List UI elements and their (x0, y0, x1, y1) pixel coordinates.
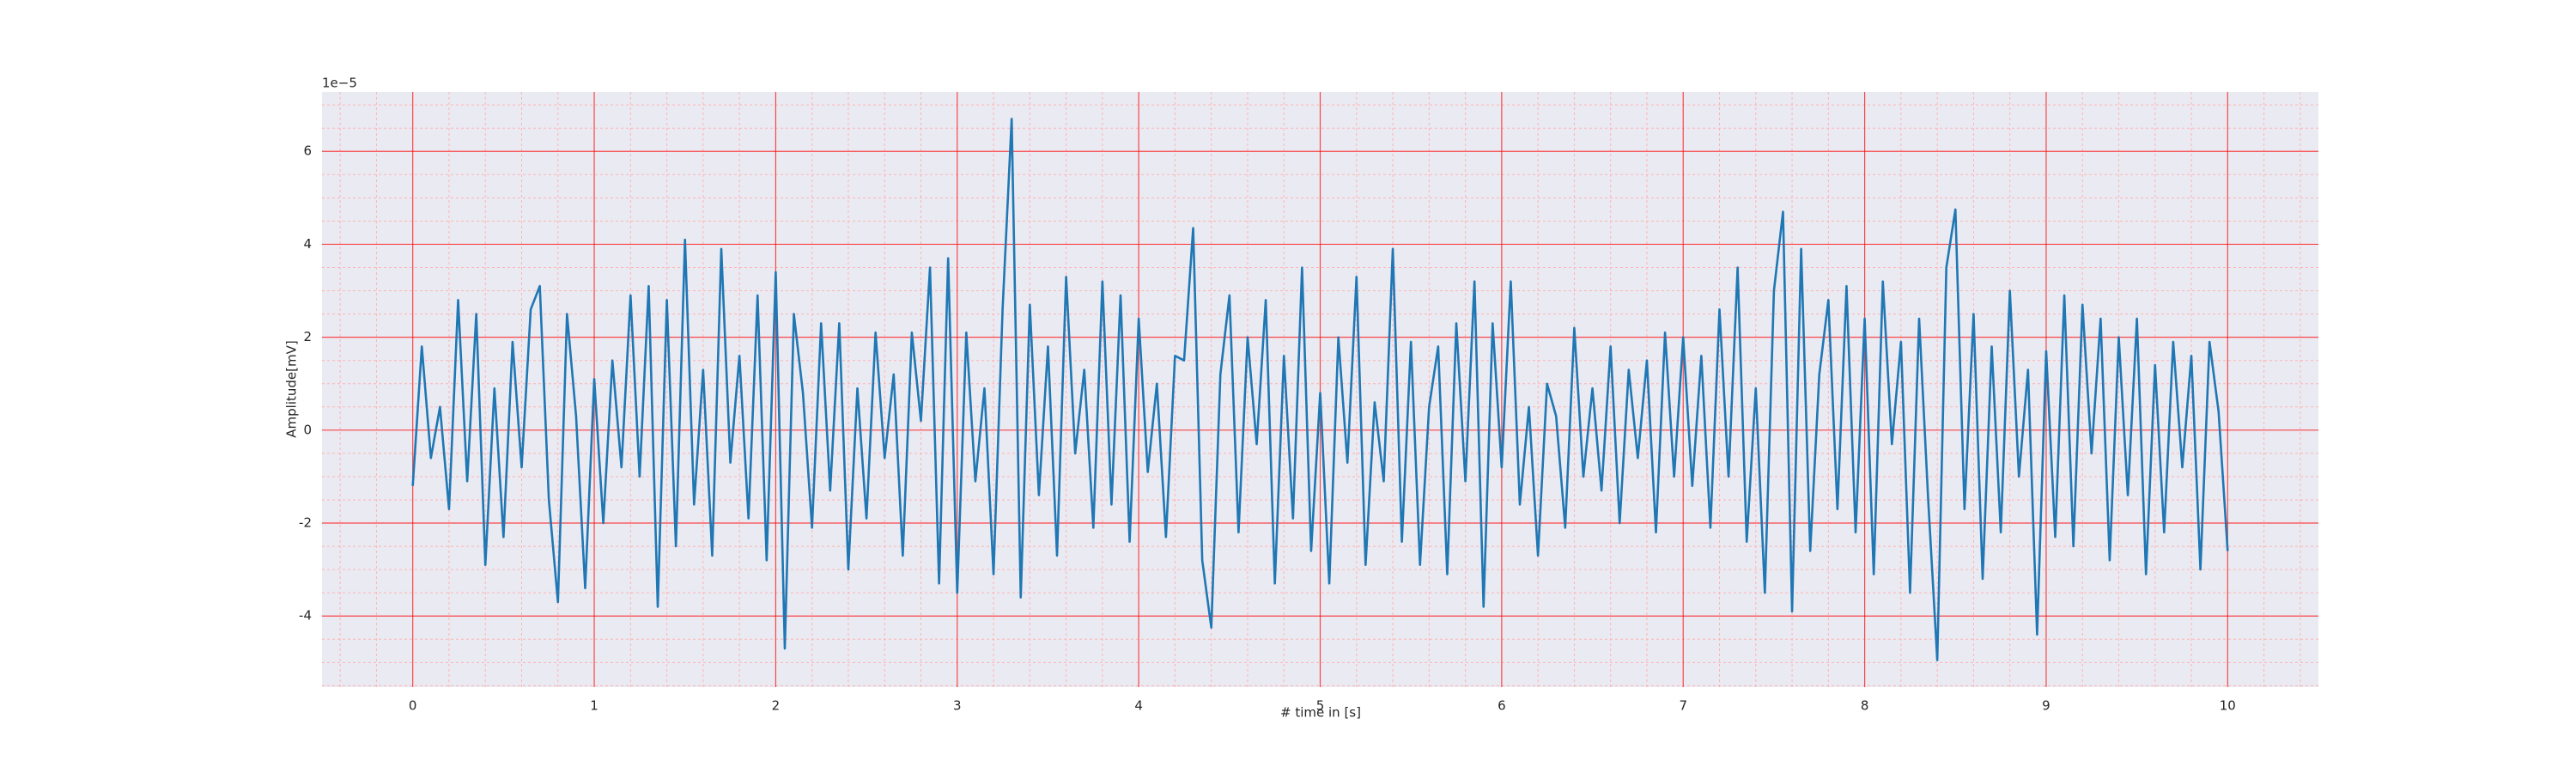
y-tick-label: -4 (299, 608, 312, 624)
y-axis-label: Amplitude[mV] (284, 340, 300, 437)
x-tick-label: 5 (1316, 698, 1325, 714)
x-tick-label: 1 (590, 698, 598, 714)
x-axis-label: # time in [s] (1280, 705, 1361, 721)
x-tick-label: 8 (1861, 698, 1869, 714)
x-tick-label: 2 (772, 698, 781, 714)
y-tick-label: 2 (303, 329, 312, 344)
x-tick-label: 0 (409, 698, 417, 714)
x-tick-label: 10 (2220, 698, 2236, 714)
y-tick-label: -2 (299, 515, 312, 531)
x-tick-label: 4 (1134, 698, 1143, 714)
signal-line (411, 118, 2229, 661)
y-offset-label: 1e−5 (322, 76, 357, 91)
y-tick-label: 6 (303, 143, 312, 159)
y-tick-label: 4 (303, 236, 312, 252)
y-tick-label: 0 (303, 422, 312, 437)
x-tick-label: 9 (2042, 698, 2050, 714)
x-tick-label: 3 (953, 698, 962, 714)
x-tick-label: 6 (1498, 698, 1506, 714)
x-tick-label: 7 (1679, 698, 1687, 714)
